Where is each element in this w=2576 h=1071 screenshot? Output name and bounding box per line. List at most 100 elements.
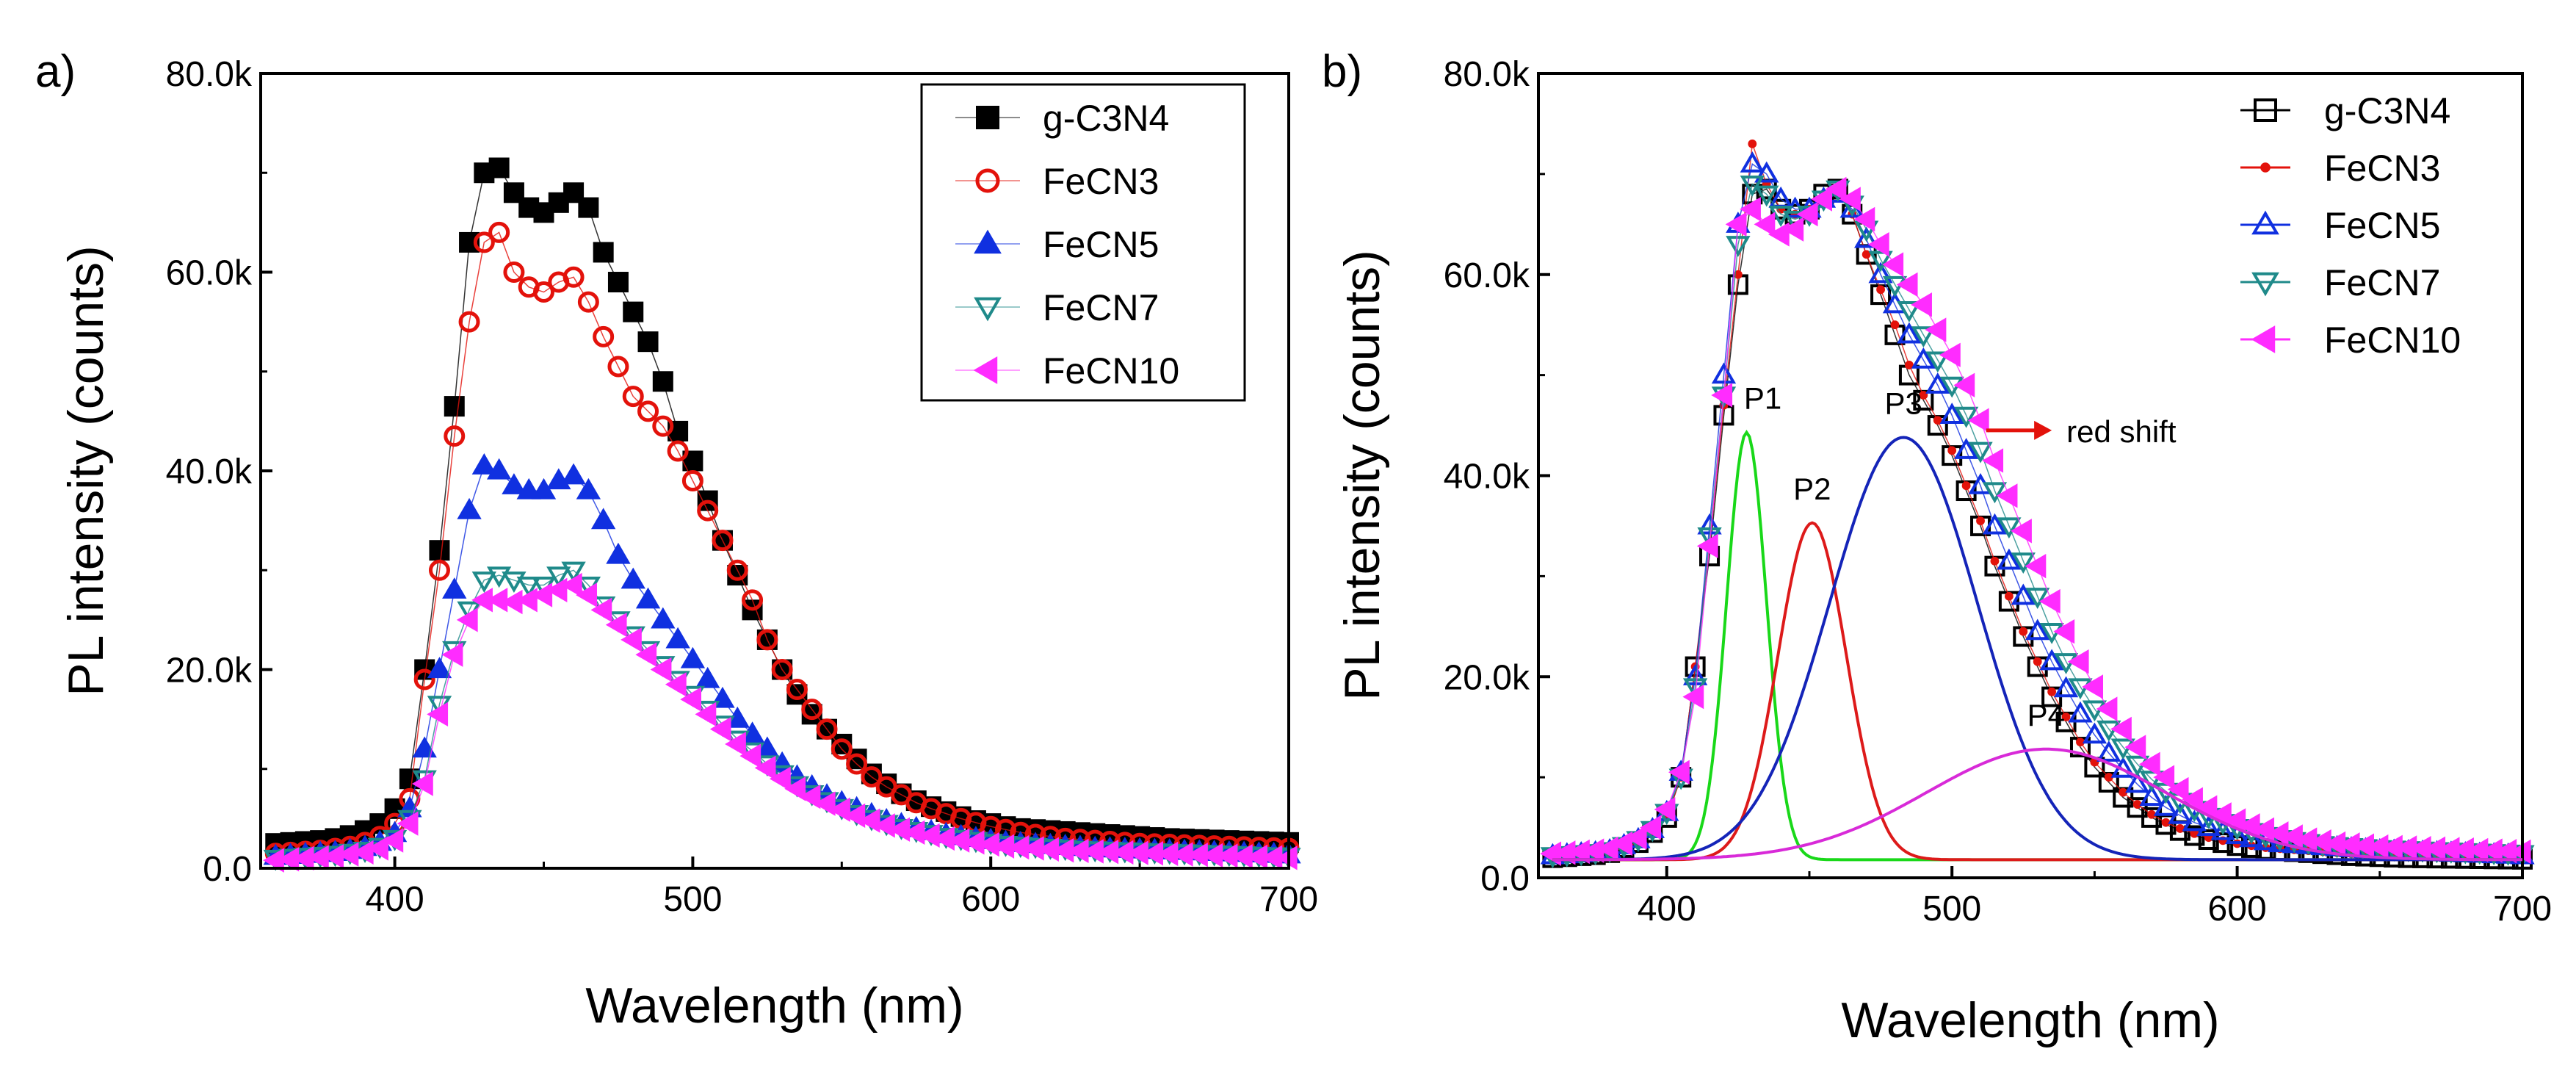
panel-b-data-point — [1754, 161, 1779, 183]
panel-b-label: b) — [1322, 46, 1362, 97]
panel-b-series-FeCN5 — [1540, 151, 2535, 865]
panel-a-data-point — [681, 470, 703, 492]
panel-b-data-point — [2061, 713, 2071, 721]
panel-b-legend-marker — [2254, 98, 2277, 122]
panel-a-ticks: 400 500 600 700 0.0 20.0k 40.0k 60.0k 80.0k — [166, 55, 1318, 919]
panel-b-legend-marker — [2251, 210, 2279, 235]
panel-a-data-point — [593, 325, 615, 347]
panel-b-fit-P3: P3 — [1552, 386, 2522, 862]
panel-b-data-point — [1976, 516, 1985, 525]
panel-b-data-point — [1997, 548, 2022, 570]
panel-b-data-point — [1890, 320, 1900, 330]
panel-b-peak-label: P1 — [1744, 381, 1781, 416]
panel-a-data-point — [502, 571, 527, 593]
panel-b-fit-curves: P1 P2 P3 P4 — [1552, 381, 2522, 862]
panel-a-data-point — [665, 627, 690, 649]
panel-a-data-point — [695, 702, 717, 727]
panel-b-data-point — [2096, 740, 2121, 762]
panel-a-legend-label: FeCN7 — [1043, 287, 1159, 328]
panel-b-y-axis-title: PL intensity (counts) — [1334, 250, 1390, 701]
panel-a-data-point — [769, 766, 791, 791]
panel-a-data-point — [712, 530, 734, 552]
panel-b-peak-label: P2 — [1793, 472, 1831, 506]
panel-a-data-point — [637, 331, 659, 353]
panel-b-data-point — [1726, 236, 1751, 257]
panel-b-data-point — [1897, 322, 1922, 344]
panel-a-data-point — [709, 716, 731, 742]
panel-a-data-point — [561, 561, 586, 583]
panel-b-data-point — [1996, 483, 2018, 508]
panel-b-data-point — [2011, 552, 2036, 574]
panel-a-data-point — [816, 718, 838, 740]
panel-b-data-point — [1876, 285, 1885, 295]
panel-b-legend-label: FeCN7 — [2324, 262, 2440, 303]
panel-a-data-point — [605, 612, 627, 638]
panel-b-data-point — [1625, 825, 1647, 850]
panel-a-data-point — [486, 458, 512, 480]
panel-b-fit-curve — [1552, 436, 2522, 862]
panel-a-data-point — [726, 559, 748, 581]
panel-b-data-point — [1896, 272, 1918, 298]
panel-b-data-point — [2124, 735, 2146, 760]
panel-b-data-point — [1982, 482, 2008, 504]
panel-a-label: a) — [35, 46, 76, 97]
panel-a-data-point — [429, 540, 450, 561]
panel-b-data-point — [2110, 716, 2132, 742]
panel-b-data-point — [2096, 696, 2118, 721]
panel-a-data-point — [814, 791, 836, 816]
panel-b-data-point — [1905, 361, 1914, 369]
panel-b-data-point — [1947, 446, 1957, 455]
panel-a-y-tick-label: 20.0k — [166, 652, 253, 690]
panel-a-data-point — [562, 266, 585, 288]
panel-a-data-point — [918, 823, 940, 848]
panel-a-data-point — [846, 753, 868, 775]
panel-a-data-point — [607, 272, 629, 293]
panel-b-data-point — [1740, 175, 1765, 197]
panel-a-data-point — [428, 559, 450, 581]
panel-a-legend-label: FeCN3 — [1043, 161, 1159, 202]
panel-a-legend-label: FeCN5 — [1043, 224, 1159, 265]
panel-a-data-point — [903, 820, 925, 845]
panel-a-data-point — [635, 642, 657, 667]
panel-b-x-axis-title: Wavelength (nm) — [1841, 992, 2219, 1048]
panel-b-annotation: red shift — [1986, 414, 2177, 449]
panel-a-data-point — [873, 813, 895, 838]
panel-b-data-point — [2124, 771, 2150, 793]
panel-a-data-point — [651, 607, 676, 629]
panel-a-legend: g-C3N4 FeCN3 FeCN5 FeCN7 FeCN10 — [920, 83, 1246, 402]
panel-a-series-FeCN7 — [263, 561, 1301, 871]
panel-b-plot-area — [1540, 139, 2535, 870]
panel-a-data-point — [578, 197, 599, 218]
panel-b-data-point — [2196, 795, 2218, 820]
panel-b-x-tick-label: 500 — [1922, 890, 1981, 928]
panel-b-data-point — [1862, 250, 1871, 259]
panel-a-legend-marker — [974, 229, 1002, 254]
panel-b-frame — [1537, 72, 2524, 879]
panel-b-data-point — [1611, 831, 1633, 857]
panel-a-data-point — [473, 231, 495, 253]
panel-a: a) 400 500 600 700 0.0 20.0k 40.0k 60.0k 80.0k W… — [35, 46, 1318, 1034]
panel-a-data-point — [413, 668, 435, 690]
panel-a-y-tick-label: 0.0 — [203, 850, 252, 889]
panel-a-data-point — [607, 356, 629, 378]
panel-b-data-point — [1953, 406, 1979, 428]
panel-b-y-tick-label: 60.0k — [1444, 256, 1530, 295]
panel-b-data-point — [1839, 187, 1861, 212]
panel-b-data-point — [1711, 362, 1737, 384]
panel-a-data-point — [650, 657, 672, 682]
panel-b-fit-curve — [1552, 747, 2522, 862]
panel-a-data-point — [623, 301, 644, 322]
panel-a-data-point — [444, 396, 465, 417]
panel-a-x-tick-label: 700 — [1259, 880, 1318, 919]
panel-a-data-point — [590, 597, 612, 623]
panel-a-data-point — [576, 583, 597, 607]
panel-b-data-point — [2047, 687, 2057, 696]
panel-b-legend: g-C3N4 FeCN3 FeCN5 FeCN7 FeCN10 — [2240, 90, 2461, 361]
panel-b-data-point — [2025, 554, 2047, 579]
panel-a-plot-area — [263, 157, 1301, 873]
panel-b-data-point — [2038, 588, 2061, 614]
panel-a-data-point — [488, 221, 510, 243]
panel-b-data-point — [2176, 824, 2185, 833]
panel-b-data-point — [2196, 815, 2221, 837]
panel-a-data-point — [456, 607, 478, 632]
